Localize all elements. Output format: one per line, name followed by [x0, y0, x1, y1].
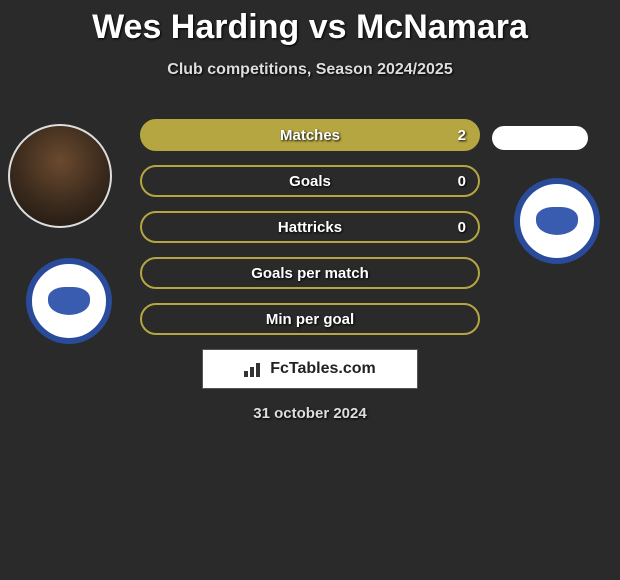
stat-row-goals: Goals 0 — [140, 165, 480, 197]
stat-label: Min per goal — [142, 311, 478, 328]
page-title: Wes Harding vs McNamara — [0, 0, 620, 47]
player-left-photo — [8, 124, 112, 228]
watermark-text: FcTables.com — [270, 360, 376, 378]
bars-icon — [244, 361, 264, 377]
stat-value: 0 — [458, 219, 466, 236]
stat-row-min-per-goal: Min per goal — [140, 303, 480, 335]
subtitle: Club competitions, Season 2024/2025 — [0, 61, 620, 79]
stat-value: 0 — [458, 173, 466, 190]
club-badge-left — [26, 258, 112, 344]
lion-icon — [48, 287, 90, 315]
stat-label: Goals — [142, 173, 478, 190]
stat-row-matches: Matches 2 — [140, 119, 480, 151]
lion-icon — [536, 207, 578, 235]
stat-value: 2 — [458, 127, 466, 144]
stat-row-goals-per-match: Goals per match — [140, 257, 480, 289]
watermark: FcTables.com — [202, 349, 418, 389]
club-badge-right — [514, 178, 600, 264]
date: 31 october 2024 — [0, 405, 620, 422]
stat-label: Goals per match — [142, 265, 478, 282]
stat-row-hattricks: Hattricks 0 — [140, 211, 480, 243]
player-right-placeholder — [492, 126, 588, 150]
stat-label: Hattricks — [142, 219, 478, 236]
stat-label: Matches — [142, 127, 478, 144]
